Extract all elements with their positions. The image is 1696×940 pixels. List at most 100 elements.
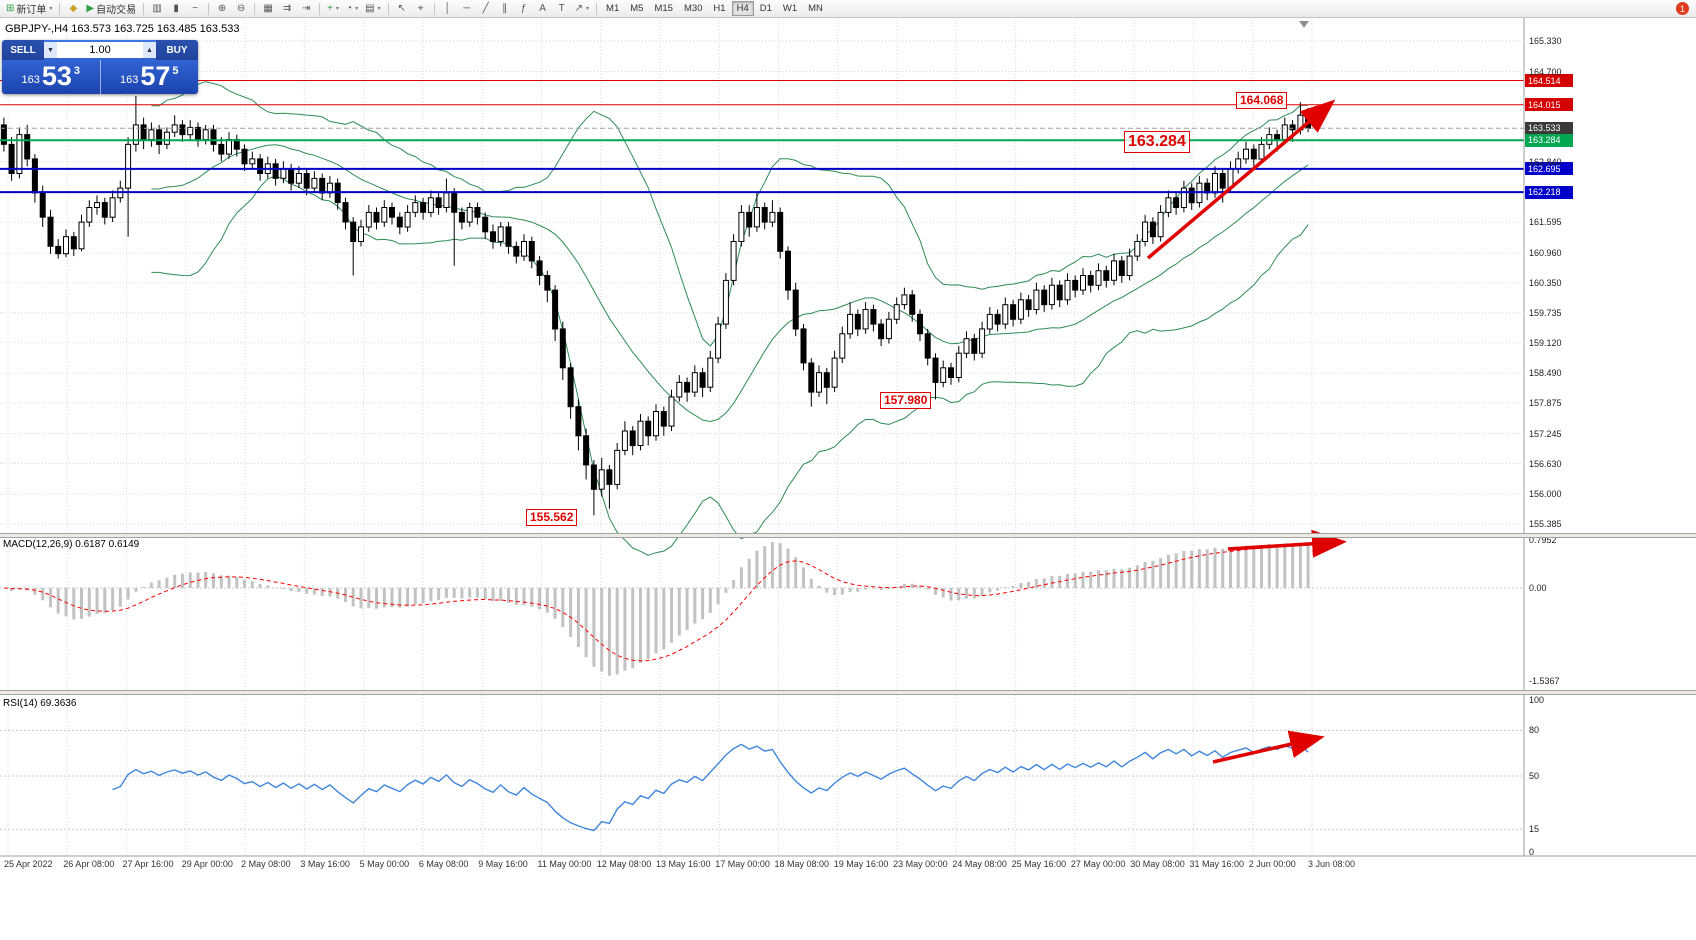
price-axis-label: 160.960 (1529, 248, 1562, 259)
templates-button[interactable]: ▤ ▾ (362, 1, 383, 17)
macd-axis-label: 0.00 (1529, 583, 1547, 593)
notification-badge[interactable]: 1 (1676, 2, 1689, 15)
price-annotation[interactable]: 157.980 (880, 392, 932, 409)
time-label: 19 May 16:00 (833, 859, 889, 869)
volume-box (57, 42, 143, 58)
panel-splitter[interactable] (0, 690, 1696, 695)
text-label-icon: T (558, 2, 565, 14)
price-axis-label: 162.840 (1529, 156, 1562, 167)
price-tag: 162.218 (1525, 185, 1573, 199)
chart-shift-marker[interactable] (1299, 21, 1309, 28)
macd-histogram (10, 542, 1310, 676)
rsi-axis-label: 80 (1529, 725, 1540, 736)
price-axis-label: 155.385 (1529, 519, 1562, 529)
volume-decrease-button[interactable]: ▼ (44, 42, 57, 58)
timeframe-M5[interactable]: M5 (625, 1, 648, 16)
time-label: 2 May 08:00 (241, 859, 291, 869)
toolbar-separator (433, 2, 435, 15)
autotrading-icon: ▶ (86, 2, 95, 14)
timeframe-M1[interactable]: M1 (601, 1, 624, 16)
time-label: 30 May 08:00 (1130, 859, 1185, 869)
rsi-line (112, 743, 1309, 832)
panel-splitter[interactable] (0, 533, 1696, 538)
timeframe-MN[interactable]: MN (803, 1, 828, 16)
trendline-icon: ╱ (482, 2, 489, 14)
text-label-button[interactable]: T (553, 1, 571, 17)
price-tag: 163.284 (1525, 133, 1573, 147)
bar-chart-button[interactable]: ▥ (148, 1, 166, 17)
zoom-out-button[interactable]: ⊖ (232, 1, 250, 17)
toolbar-separator (254, 2, 256, 15)
price-annotation[interactable]: 163.284 (1124, 131, 1190, 153)
zoom-in-icon: ⊕ (217, 2, 227, 14)
rsi-axis-label: 0 (1529, 847, 1535, 857)
line-chart-icon: ~ (192, 2, 199, 14)
candlestick-chart-button[interactable]: ▮ (167, 1, 185, 17)
bid-price[interactable]: 163 53 3 (2, 60, 100, 94)
price-axis-label: 158.490 (1529, 368, 1562, 379)
new-order-button[interactable]: ⊞ 新订单 ▾ (3, 1, 55, 17)
toolbar-separator (596, 2, 598, 15)
arrows-button[interactable]: ↗ ▾ (572, 1, 592, 17)
volume-increase-button[interactable]: ▲ (143, 42, 156, 58)
auto-scroll-icon: ⇉ (282, 2, 292, 14)
vertical-line-button[interactable]: │ (439, 1, 457, 17)
time-label: 29 Apr 00:00 (181, 859, 233, 869)
time-label: 9 May 16:00 (478, 859, 528, 869)
text-button[interactable]: A (534, 1, 552, 17)
chart-title: GBPJPY-,H4 163.573 163.725 163.485 163.5… (5, 23, 240, 35)
auto-scroll-button[interactable]: ⇉ (278, 1, 296, 17)
crosshair-button[interactable]: ⌖ (412, 1, 430, 17)
line-chart-button[interactable]: ~ (186, 1, 204, 17)
timeframe-W1[interactable]: W1 (778, 1, 802, 16)
metaeditor-button[interactable]: ◆ (64, 1, 82, 17)
toolbar-separator (143, 2, 145, 15)
chart-shift-button[interactable]: ⇥ (297, 1, 315, 17)
templates-icon: ▤ (365, 2, 375, 14)
price-annotation[interactable]: 164.068 (1236, 92, 1288, 109)
macd-indicator-label: MACD(12,26,9) 0.6187 0.6149 (3, 539, 140, 550)
chevron-down-icon: ▾ (355, 6, 359, 12)
timeframe-M30[interactable]: M30 (679, 1, 707, 16)
ask-price[interactable]: 163 57 5 (101, 60, 199, 94)
candles (0, 95, 1312, 516)
trendline-button[interactable]: ╱ (477, 1, 495, 17)
fibonacci-button[interactable]: ƒ (515, 1, 533, 17)
horizontal-line-button[interactable]: ─ (458, 1, 476, 17)
time-label: 12 May 08:00 (596, 859, 652, 869)
equidistant-channel-button[interactable]: ∥ (496, 1, 514, 17)
zoom-in-button[interactable]: ⊕ (213, 1, 231, 17)
time-label: 18 May 08:00 (774, 859, 830, 869)
trend-arrow[interactable] (1146, 99, 1336, 260)
sell-button[interactable]: SELL (2, 40, 44, 60)
timeframe-M15[interactable]: M15 (649, 1, 677, 16)
cursor-button[interactable]: ↖ (393, 1, 411, 17)
timeframe-H1[interactable]: H1 (708, 1, 730, 16)
volume-input[interactable] (57, 44, 143, 56)
trend-arrow[interactable] (1227, 529, 1347, 558)
timeframe-H4[interactable]: H4 (731, 1, 754, 16)
price-annotation[interactable]: 155.562 (526, 509, 578, 526)
toolbar-separator (319, 2, 321, 15)
buy-button[interactable]: BUY (156, 40, 198, 60)
indicators-icon: + (327, 2, 334, 14)
price-axis-label: 165.330 (1529, 35, 1562, 46)
toolbar-separator (387, 2, 389, 15)
fibonacci-icon: ƒ (520, 2, 527, 14)
toolbar-separator (59, 2, 61, 15)
time-label: 23 May 00:00 (893, 859, 948, 869)
chevron-down-icon: ▾ (586, 6, 590, 12)
time-label: 3 May 16:00 (300, 859, 350, 869)
indicators-button[interactable]: + ▾ (324, 1, 342, 17)
periods-button[interactable]: ◔ ▾ (343, 1, 361, 17)
price-tag: 164.015 (1525, 98, 1573, 112)
trend-arrow[interactable] (1212, 730, 1325, 764)
price-tag: 163.533 (1525, 121, 1573, 135)
autotrading-button[interactable]: ▶ 自动交易 (83, 1, 139, 17)
tile-windows-button[interactable]: ▦ (259, 1, 277, 17)
price-axis-label: 164.700 (1529, 66, 1562, 77)
vertical-line-icon: │ (444, 2, 451, 14)
timeframe-D1[interactable]: D1 (755, 1, 777, 16)
